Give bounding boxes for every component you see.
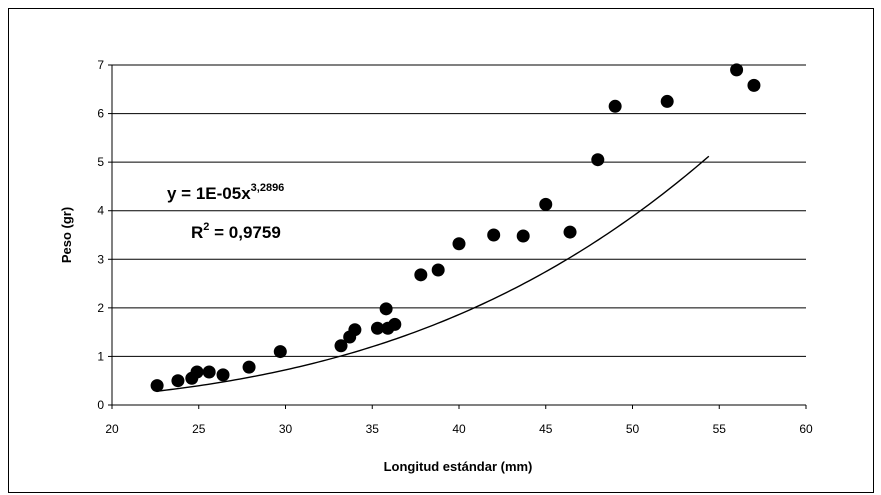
data-point-20 [539, 197, 553, 211]
y-tick-label-5: 5 [97, 155, 104, 169]
x-tick-label-4: 40 [452, 422, 466, 436]
x-tick-label-0: 20 [105, 422, 119, 436]
x-tick-label-3: 35 [366, 422, 380, 436]
y-tick-label-0: 0 [97, 398, 104, 412]
x-tick-label-1: 25 [192, 422, 206, 436]
x-tick-labels: 20 25 30 35 40 45 50 55 60 [105, 422, 813, 436]
r-squared-sup: 2 [203, 221, 209, 233]
x-axis-label: Longitud estándar (mm) [384, 459, 533, 474]
data-point-17 [452, 237, 466, 251]
y-tick-label-4: 4 [97, 204, 104, 218]
data-point-3 [190, 365, 204, 379]
data-point-16 [431, 263, 445, 277]
x-tick-label-5: 45 [539, 422, 553, 436]
data-point-7 [273, 345, 287, 359]
r-squared-prefix: R [191, 223, 203, 242]
y-tick-label-6: 6 [97, 107, 104, 121]
data-point-11 [370, 321, 384, 335]
data-point-10 [348, 323, 362, 337]
chart-frame [8, 8, 874, 493]
data-point-8 [334, 339, 348, 353]
data-point-19 [516, 229, 530, 243]
data-point-14 [388, 317, 402, 331]
x-tick-label-8: 60 [799, 422, 813, 436]
x-tick-label-6: 50 [626, 422, 640, 436]
grid-lines [112, 64, 806, 357]
data-point-26 [747, 78, 761, 92]
data-point-15 [414, 268, 428, 282]
data-point-12 [379, 302, 393, 316]
axes [108, 64, 807, 409]
data-point-6 [242, 360, 256, 374]
data-point-25 [730, 63, 744, 77]
data-points [150, 63, 761, 393]
data-point-23 [608, 99, 622, 113]
r-squared-value: = 0,9759 [209, 223, 280, 242]
x-tick-label-7: 55 [713, 422, 727, 436]
y-tick-label-3: 3 [97, 252, 104, 266]
trend-equation-exponent: 3,2896 [251, 182, 285, 194]
y-axis-label: Peso (gr) [59, 207, 74, 263]
y-tick-label-1: 1 [97, 349, 104, 363]
y-tick-label-2: 2 [97, 301, 104, 315]
trendline-curve [157, 155, 710, 392]
data-point-24 [660, 94, 674, 108]
trend-equation: y = 1E-05x3,2896 [167, 182, 284, 203]
x-tick-label-2: 30 [279, 422, 293, 436]
data-point-4 [202, 365, 216, 379]
r-squared: R2 = 0,9759 [191, 221, 281, 242]
data-point-22 [591, 153, 605, 167]
data-point-1 [171, 374, 185, 388]
y-tick-labels: 0 1 2 3 4 5 6 7 [97, 58, 104, 412]
data-point-18 [487, 228, 501, 242]
trend-equation-prefix: y = 1E-05x [167, 184, 251, 203]
y-tick-label-7: 7 [97, 58, 104, 72]
data-point-0 [150, 379, 164, 393]
data-point-5 [216, 368, 230, 382]
data-point-21 [563, 225, 577, 239]
